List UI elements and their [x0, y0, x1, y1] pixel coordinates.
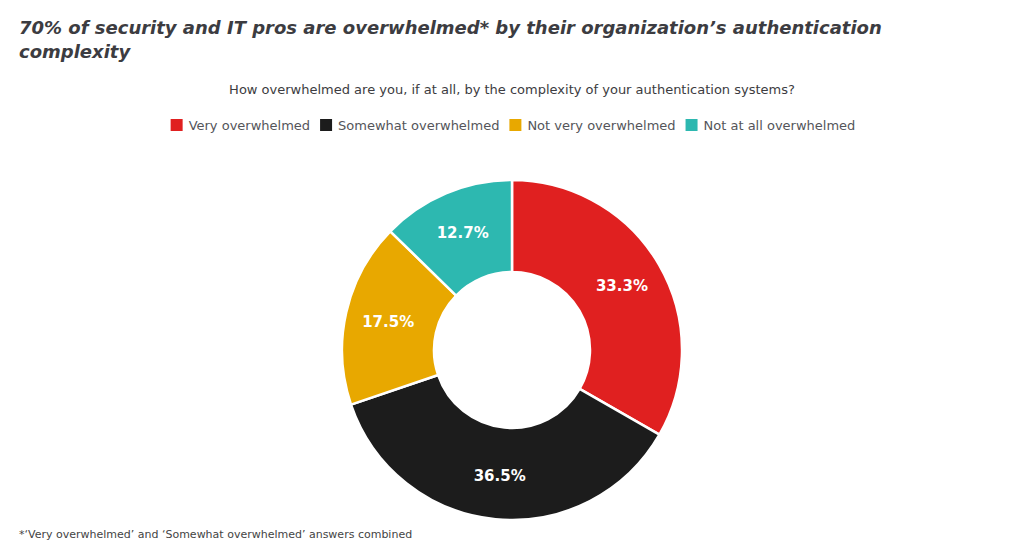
svg-text:17.5%: 17.5% [362, 313, 414, 331]
svg-text:Very overwhelmed: Very overwhelmed [189, 118, 310, 133]
svg-text:36.5%: 36.5% [474, 467, 526, 485]
svg-text:Somewhat overwhelmed: Somewhat overwhelmed [338, 118, 499, 133]
svg-text:complexity: complexity [19, 41, 131, 62]
svg-text:12.7%: 12.7% [437, 224, 489, 242]
svg-text:Not very overwhelmed: Not very overwhelmed [527, 118, 675, 133]
svg-text:33.3%: 33.3% [596, 277, 648, 295]
svg-text:*‘Very overwhelmed’ and ‘Somew: *‘Very overwhelmed’ and ‘Somewhat overwh… [19, 528, 412, 541]
svg-text:How overwhelmed are you, if at: How overwhelmed are you, if at all, by t… [229, 82, 795, 97]
svg-text:Not at all overwhelmed: Not at all overwhelmed [704, 118, 856, 133]
svg-text:70% of security and IT pros ar: 70% of security and IT pros are overwhel… [19, 17, 882, 38]
